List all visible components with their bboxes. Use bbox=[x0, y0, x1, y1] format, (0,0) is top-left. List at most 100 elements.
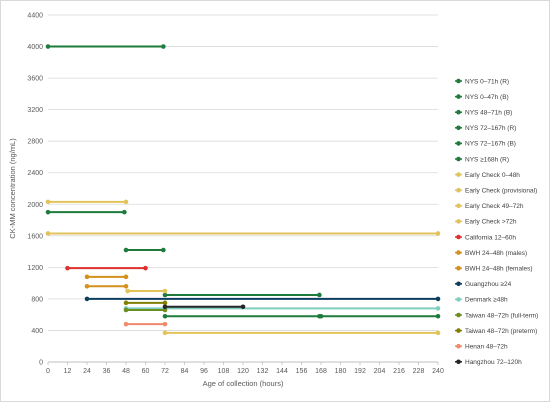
legend-label: Taiwan 48–72h (full-term) bbox=[465, 312, 538, 319]
data-point bbox=[162, 321, 168, 327]
x-tick-label: 228 bbox=[413, 368, 425, 375]
x-axis-title: Age of collection (hours) bbox=[203, 379, 284, 388]
legend-label: NYS 72–167h (B) bbox=[465, 141, 516, 148]
series-17 bbox=[123, 321, 168, 327]
y-tick-label: 2800 bbox=[27, 139, 43, 146]
data-point bbox=[162, 307, 168, 313]
legend-item: Early Check >72h bbox=[455, 219, 517, 226]
legend-item: NYS 72–167h (R) bbox=[455, 125, 516, 132]
data-point bbox=[123, 247, 129, 253]
legend-marker bbox=[456, 250, 461, 255]
data-point bbox=[123, 283, 129, 289]
x-tick-label: 144 bbox=[276, 368, 288, 375]
series-7 bbox=[45, 231, 441, 236]
legend-item: NYS 72–167h (B) bbox=[455, 141, 516, 148]
x-tick-label: 36 bbox=[103, 368, 111, 375]
legend-marker bbox=[456, 172, 461, 177]
legend-label: California 12–60h bbox=[465, 234, 516, 241]
data-point bbox=[161, 44, 166, 49]
series-12 bbox=[84, 283, 129, 289]
y-tick-label: 800 bbox=[31, 296, 43, 303]
legend-label: Guangzhou ≥24 bbox=[465, 281, 512, 288]
legend-label: Taiwan 48–72h (preterm) bbox=[465, 328, 537, 335]
legend-label: NYS 0–47h (B) bbox=[465, 94, 509, 101]
legend-label: Hangzhou 72–120h bbox=[465, 359, 522, 366]
series-9 bbox=[162, 330, 441, 336]
y-tick-label: 4400 bbox=[27, 13, 43, 20]
data-point bbox=[123, 321, 129, 327]
data-point bbox=[435, 231, 441, 236]
legend-label: NYS 72–167h (R) bbox=[465, 125, 516, 132]
legend-label: Denmark ≥48h bbox=[465, 297, 508, 304]
legend-marker bbox=[456, 234, 461, 240]
series-1 bbox=[45, 209, 127, 215]
x-tick-label: 216 bbox=[393, 368, 405, 375]
data-point bbox=[317, 292, 322, 298]
legend-label: Early Check (provisional) bbox=[465, 188, 537, 195]
series-layer bbox=[45, 44, 441, 336]
legend-label: Early Check >72h bbox=[465, 219, 517, 226]
legend-item: NYS 48–71h (B) bbox=[455, 110, 512, 117]
y-axis-title: CK-MM concentration (ng/mL) bbox=[8, 138, 17, 239]
legend-item: BWH 24–48h (males) bbox=[455, 250, 527, 257]
data-point bbox=[122, 209, 127, 215]
x-tick-label: 48 bbox=[122, 368, 130, 375]
data-point bbox=[45, 199, 51, 205]
y-tick-label: 4000 bbox=[27, 44, 43, 51]
legend-marker bbox=[456, 297, 461, 302]
data-point bbox=[123, 307, 129, 313]
legend-item: Taiwan 48–72h (preterm) bbox=[455, 328, 537, 335]
legend-label: BWH 24–48h (females) bbox=[465, 266, 533, 273]
data-point bbox=[162, 313, 168, 319]
x-tick-label: 84 bbox=[181, 368, 189, 375]
y-tick-label: 1600 bbox=[27, 233, 43, 240]
x-tick-label: 12 bbox=[64, 368, 72, 375]
legend-label: NYS 0–71h (R) bbox=[465, 78, 509, 85]
x-tick-label: 156 bbox=[296, 368, 308, 375]
data-point bbox=[162, 292, 168, 298]
legend-marker bbox=[456, 312, 461, 318]
legend-item: Early Check 0–48h bbox=[455, 172, 520, 179]
x-tick-label: 132 bbox=[257, 368, 269, 375]
legend-marker bbox=[456, 187, 461, 193]
legend-marker bbox=[456, 219, 461, 224]
y-tick-label: 1200 bbox=[27, 265, 43, 272]
legend-item: Henan 48–72h bbox=[455, 344, 508, 351]
x-tick-label: 168 bbox=[315, 368, 327, 375]
legend-marker bbox=[456, 125, 461, 131]
x-tick-label: 60 bbox=[142, 368, 150, 375]
legend-marker bbox=[456, 281, 461, 287]
legend-label: BWH 24–48h (males) bbox=[465, 250, 527, 257]
x-tick-label: 96 bbox=[200, 368, 208, 375]
series-10 bbox=[65, 265, 148, 271]
data-point bbox=[65, 265, 70, 271]
legend-item: Early Check 49–72h bbox=[455, 203, 524, 210]
series-11 bbox=[84, 274, 129, 280]
data-point bbox=[318, 313, 324, 319]
series-3 bbox=[162, 292, 322, 298]
data-point bbox=[45, 209, 51, 215]
legend-item: Guangzhou ≥24 bbox=[455, 281, 512, 288]
legend-label: Early Check 49–72h bbox=[465, 203, 524, 210]
data-point bbox=[162, 330, 168, 336]
data-point bbox=[84, 274, 90, 280]
legend-label: NYS ≥168h (R) bbox=[465, 156, 509, 163]
x-tick-label: 192 bbox=[354, 368, 366, 375]
data-point bbox=[435, 306, 441, 311]
y-tick-label: 2000 bbox=[27, 202, 43, 209]
x-tick-label: 180 bbox=[335, 368, 347, 375]
x-tick-label: 108 bbox=[218, 368, 230, 375]
legend-marker bbox=[456, 78, 461, 84]
y-tick-label: 3200 bbox=[27, 107, 43, 114]
data-point bbox=[161, 247, 166, 253]
data-point bbox=[162, 304, 168, 310]
series-13 bbox=[84, 296, 441, 302]
y-tick-label: 0 bbox=[39, 360, 43, 367]
data-point bbox=[45, 44, 51, 49]
data-point bbox=[125, 288, 130, 294]
data-point bbox=[45, 231, 51, 236]
series-5 bbox=[318, 313, 441, 319]
legend-item: NYS 0–71h (R) bbox=[455, 78, 509, 85]
